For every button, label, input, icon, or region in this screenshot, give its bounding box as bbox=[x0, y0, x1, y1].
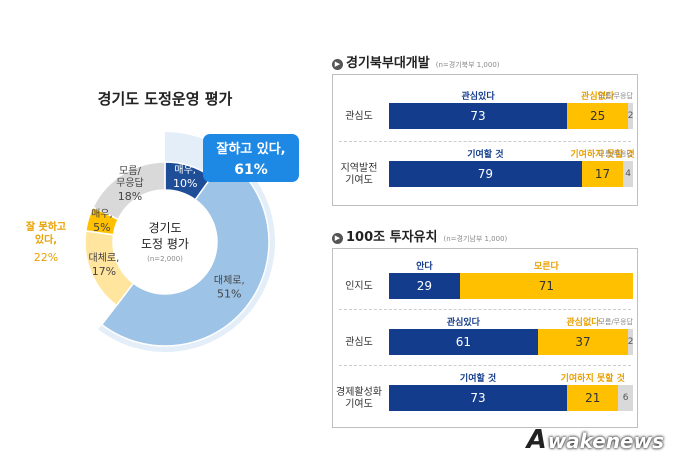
row-divider bbox=[339, 365, 631, 366]
bar-negative: 21 bbox=[567, 385, 619, 411]
bar-header-negative: 모른다 bbox=[533, 262, 559, 272]
bar-positive: 29 bbox=[389, 273, 460, 299]
donut-center-title: 경기도 bbox=[148, 221, 181, 235]
donut-value-label: 17% bbox=[92, 265, 116, 278]
bar-header-negative: 관심없다 bbox=[566, 318, 600, 328]
bar-positive: 73 bbox=[389, 385, 568, 411]
donut-slice-label: 모름/ bbox=[119, 165, 141, 177]
section-south-panel: 인지도 안다 모른다 29 71 관심도 관심있다 관심없다 모름/무응답 61 37 2 경제활성화 기… bbox=[332, 248, 638, 428]
bar-row-label: 지역발전 기여도 bbox=[333, 163, 385, 187]
section-north-note: (n=경기북부 1,000) bbox=[435, 61, 500, 69]
bar-positive: 73 bbox=[389, 103, 568, 129]
bar-row-label: 경제활성화 기여도 bbox=[333, 387, 385, 411]
bar-header-negative: 기여하지 못할 것 bbox=[570, 150, 635, 160]
bar-dk: 2 bbox=[628, 103, 633, 129]
section-north-panel: 관심도 관심있다 관심없다 모름/무응답 73 25 2 지역발전 기여도 기여할 것 기여하지 못… bbox=[332, 74, 638, 206]
bar-negative: 37 bbox=[537, 329, 629, 355]
bar-header-positive: 관심있다 bbox=[461, 92, 495, 102]
bar-negative: 71 bbox=[459, 273, 633, 299]
donut-slice bbox=[91, 161, 166, 221]
negative-group-value: 22% bbox=[34, 251, 58, 264]
donut-slice-label: 매우, bbox=[91, 208, 113, 220]
donut-slice-label: 대체로, bbox=[214, 275, 245, 287]
donut-chart-title: 경기도 도정운영 평가 bbox=[97, 90, 233, 108]
section-north-header: ▶ 경기북부대개발 (n=경기북부 1,000) bbox=[332, 52, 500, 71]
section-south-title: 100조 투자유치 bbox=[346, 230, 438, 245]
section-south-note: (n=경기남부 1,000) bbox=[443, 235, 508, 243]
bar-header-positive: 기여할 것 bbox=[459, 374, 497, 384]
bar-dk: 2 bbox=[628, 329, 633, 355]
bar-row-label-line: 관심도 bbox=[345, 337, 373, 348]
bar-positive: 79 bbox=[389, 161, 582, 187]
bar-negative: 25 bbox=[567, 103, 629, 129]
bar-row-label-line: 지역발전 bbox=[340, 163, 378, 174]
bar-row-label: 관심도 bbox=[333, 337, 385, 349]
section-south-header: ▶ 100조 투자유치 (n=경기남부 1,000) bbox=[332, 226, 507, 245]
bar-header-dk: 모름/무응답 bbox=[598, 92, 633, 100]
row-divider bbox=[339, 141, 631, 142]
bar-header-positive: 안다 bbox=[416, 262, 433, 272]
bar-row-label-line: 경제활성화 bbox=[336, 387, 382, 398]
bar-header-negative: 기여하지 못할 것 bbox=[560, 374, 625, 384]
bar-header-positive: 기여할 것 bbox=[467, 150, 504, 160]
bar-dk: 4 bbox=[623, 161, 633, 187]
bar-dk: 6 bbox=[618, 385, 633, 411]
donut-center-title: 도정 평가 bbox=[141, 237, 189, 251]
donut-value-label: 18% bbox=[118, 190, 142, 203]
donut-slice bbox=[100, 156, 270, 347]
bar-row-label-line: 기여도 bbox=[345, 399, 373, 410]
bar-header-dk: 모름/무응답 bbox=[598, 318, 633, 326]
bar-row: 경제활성화 기여도 기여할 것 기여하지 못할 것 73 21 6 bbox=[333, 371, 637, 415]
chevron-right-icon: ▶ bbox=[332, 59, 343, 70]
bar-positive: 61 bbox=[389, 329, 538, 355]
donut-slice-label: 매우, bbox=[174, 164, 196, 176]
bar-row-label-line: 기여도 bbox=[345, 175, 373, 186]
callout-label: 잘하고 있다, bbox=[216, 141, 285, 157]
section-north-title: 경기북부대개발 bbox=[346, 56, 430, 71]
bar-row: 관심도 관심있다 관심없다 모름/무응답 73 25 2 bbox=[333, 89, 637, 133]
callout-value: 61% bbox=[234, 162, 268, 178]
negative-group-label: 잘 못하고 bbox=[26, 220, 66, 233]
bar-row: 관심도 관심있다 관심없다 모름/무응답 61 37 2 bbox=[333, 315, 637, 359]
donut-slice-label: 대체로, bbox=[89, 252, 120, 264]
bar-row: 인지도 안다 모른다 29 71 bbox=[333, 259, 637, 303]
donut-value-label: 51% bbox=[217, 288, 241, 301]
bar-row-label-line: 관심도 bbox=[345, 111, 373, 122]
chevron-right-icon: ▶ bbox=[332, 233, 343, 244]
donut-value-label: 5% bbox=[93, 221, 110, 234]
bar-row-label: 인지도 bbox=[333, 281, 385, 293]
donut-value-label: 10% bbox=[173, 177, 197, 190]
bar-header-positive: 관심있다 bbox=[446, 318, 480, 328]
bar-row: 지역발전 기여도 기여할 것 기여하지 못할 것 모름/무응답 79 17 4 bbox=[333, 147, 637, 191]
negative-group-label: 있다, bbox=[35, 233, 57, 246]
donut-chart: 매우,10%대체로,51%대체로,17%매우,5%모름/무응답18%경기도도정 … bbox=[26, 132, 299, 352]
bar-header-dk: 모름/무응답 bbox=[598, 150, 633, 158]
awakenews-logo: Awakenews bbox=[526, 425, 664, 455]
donut-center-note: (n=2,000) bbox=[147, 255, 183, 263]
callout-box bbox=[203, 134, 299, 182]
bar-header-negative: 관심없다 bbox=[581, 92, 615, 102]
row-divider bbox=[339, 309, 631, 310]
bar-row-label: 관심도 bbox=[333, 111, 385, 123]
donut-slice-label: 무응답 bbox=[116, 177, 144, 189]
bar-negative: 17 bbox=[581, 161, 624, 187]
bar-row-label-line: 인지도 bbox=[345, 281, 373, 292]
